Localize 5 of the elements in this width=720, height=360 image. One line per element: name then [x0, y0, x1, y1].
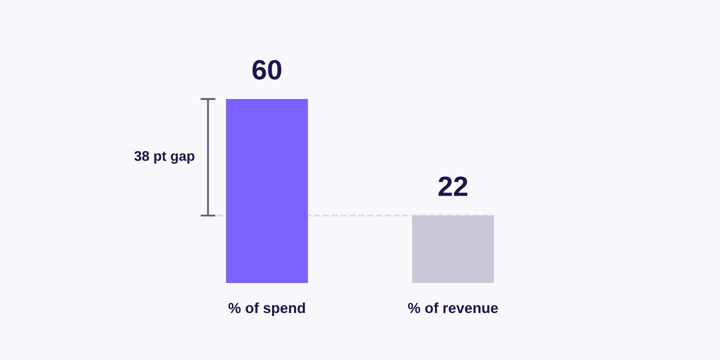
x-tick-label: % of spend [228, 302, 305, 316]
x-tick-label: % of revenue [408, 302, 498, 314]
data-label: 60 [252, 60, 282, 80]
text: 38 pt gap [134, 151, 194, 164]
data-label: 22 [438, 176, 468, 196]
